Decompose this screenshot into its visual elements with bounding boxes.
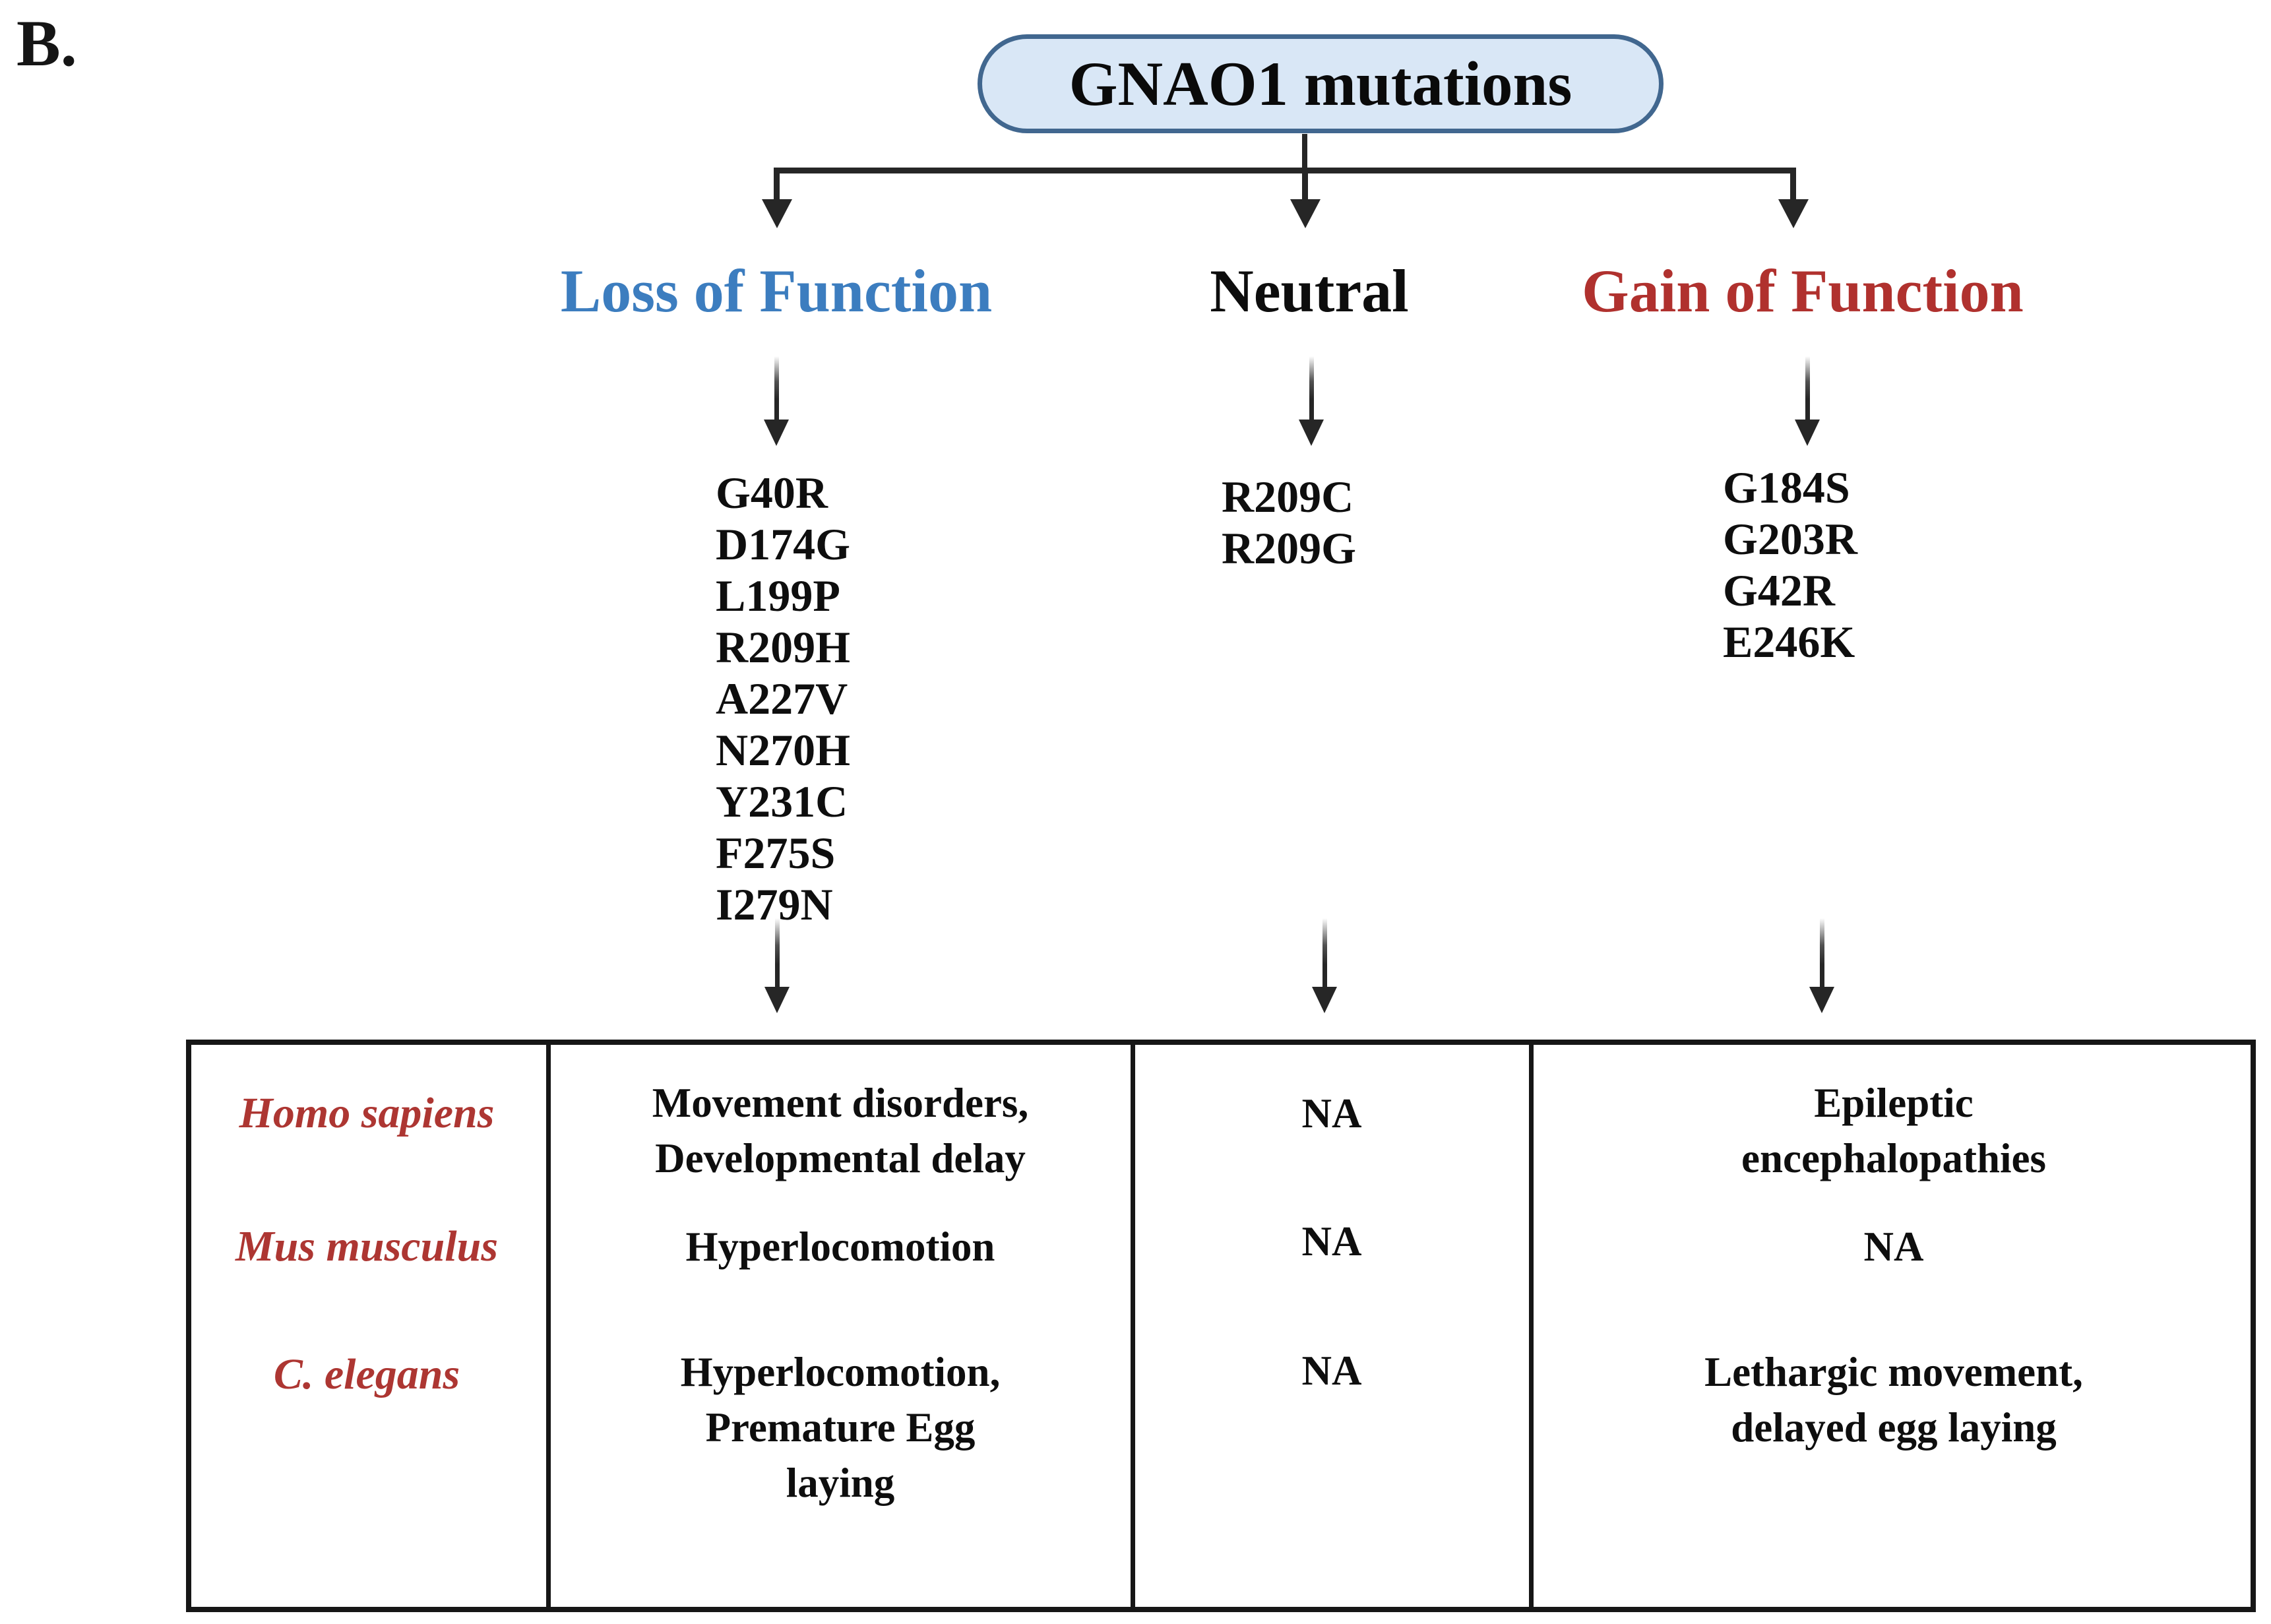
mutation-item: D174G <box>716 519 850 569</box>
branch-arrow-shaft-gof <box>1790 168 1796 202</box>
table-column-divider <box>546 1042 551 1609</box>
cell-gof-c-elegans: Lethargic movement, delayed egg laying <box>1704 1344 2083 1455</box>
neutral-mutation-list: R209C R209G <box>1222 471 1356 574</box>
cell-line: Movement disorders, <box>652 1080 1029 1126</box>
panel-label: B. <box>16 7 77 80</box>
arrow-down-icon <box>1809 987 1834 1013</box>
arrow-down-icon <box>1778 199 1809 228</box>
mutation-item: G203R <box>1723 514 1857 564</box>
mutation-item: A227V <box>716 673 848 724</box>
mutation-item: L199P <box>716 571 840 621</box>
arrow-down-icon <box>1312 987 1337 1013</box>
root-connector-stub <box>1302 134 1307 169</box>
root-node-box: GNAO1 mutations <box>978 34 1664 133</box>
cell-gof-mus-musculus: NA <box>1863 1224 1924 1270</box>
cell-line: Developmental delay <box>655 1135 1026 1181</box>
cell-lof-mus-musculus: Hyperlocomotion <box>685 1224 995 1270</box>
branch-arrow-shaft-lof <box>774 168 780 202</box>
mutation-item: Y231C <box>716 776 848 827</box>
root-node-label: GNAO1 mutations <box>1069 49 1572 119</box>
table-column-divider <box>1131 1042 1135 1609</box>
species-label-mus-musculus: Mus musculus <box>235 1222 499 1270</box>
list-to-table-arrow-shaft-lof <box>775 918 780 989</box>
mutation-item: G42R <box>1723 565 1835 615</box>
cell-gof-homo-sapiens: Epileptic encephalopathies <box>1741 1075 2046 1186</box>
table-column-divider <box>1529 1042 1534 1609</box>
species-label-homo-sapiens: Homo sapiens <box>239 1089 495 1137</box>
label-to-list-arrow-shaft-lof <box>774 356 779 422</box>
list-to-table-arrow-shaft-neutral <box>1322 918 1327 989</box>
species-label-c-elegans: C. elegans <box>273 1350 460 1398</box>
arrow-down-icon <box>1795 420 1820 446</box>
cell-lof-homo-sapiens: Movement disorders, Developmental delay <box>652 1075 1028 1186</box>
mutation-item: R209C <box>1222 472 1354 522</box>
branch-label-neutral: Neutral <box>1210 257 1409 325</box>
arrow-down-icon <box>762 199 792 228</box>
branch-arrow-shaft-neutral <box>1302 168 1308 202</box>
cell-lof-c-elegans: Hyperlocomotion, Premature Egg laying <box>681 1344 1001 1511</box>
cell-line: delayed egg laying <box>1731 1404 2057 1451</box>
cell-line: Epileptic <box>1814 1080 1974 1126</box>
label-to-list-arrow-shaft-neutral <box>1309 356 1314 422</box>
mutation-item: R209H <box>716 622 850 672</box>
cell-line: Lethargic movement, <box>1704 1349 2083 1395</box>
mutation-item: R209G <box>1222 523 1356 573</box>
mutation-item: I279N <box>716 879 833 929</box>
cell-line: encephalopathies <box>1741 1135 2047 1181</box>
phenotype-table <box>186 1040 2256 1612</box>
arrow-down-icon <box>764 420 789 446</box>
list-to-table-arrow-shaft-gof <box>1820 918 1824 989</box>
mutation-item: N270H <box>716 725 850 775</box>
mutation-item: F275S <box>716 828 836 878</box>
arrow-down-icon <box>1290 199 1321 228</box>
cell-line: Hyperlocomotion, <box>680 1349 1001 1395</box>
branch-label-loss-of-function: Loss of Function <box>560 257 993 325</box>
cell-line: laying <box>786 1460 895 1506</box>
arrow-down-icon <box>1299 420 1324 446</box>
lof-mutation-list: G40R D174G L199P R209H A227V N270H Y231C… <box>716 467 850 930</box>
gof-mutation-list: G184S G203R G42R E246K <box>1723 462 1857 668</box>
label-to-list-arrow-shaft-gof <box>1805 356 1810 422</box>
arrow-down-icon <box>764 987 790 1013</box>
cell-line: Premature Egg <box>705 1404 976 1451</box>
cell-neutral-mus-musculus: NA <box>1301 1218 1362 1265</box>
cell-neutral-homo-sapiens: NA <box>1301 1090 1362 1137</box>
connector-horizontal-line <box>774 168 1796 173</box>
mutation-item: G184S <box>1723 462 1850 513</box>
mutation-item: G40R <box>716 468 828 518</box>
branch-label-gain-of-function: Gain of Function <box>1582 257 2024 325</box>
mutation-item: E246K <box>1723 617 1855 667</box>
cell-neutral-c-elegans: NA <box>1301 1348 1362 1394</box>
